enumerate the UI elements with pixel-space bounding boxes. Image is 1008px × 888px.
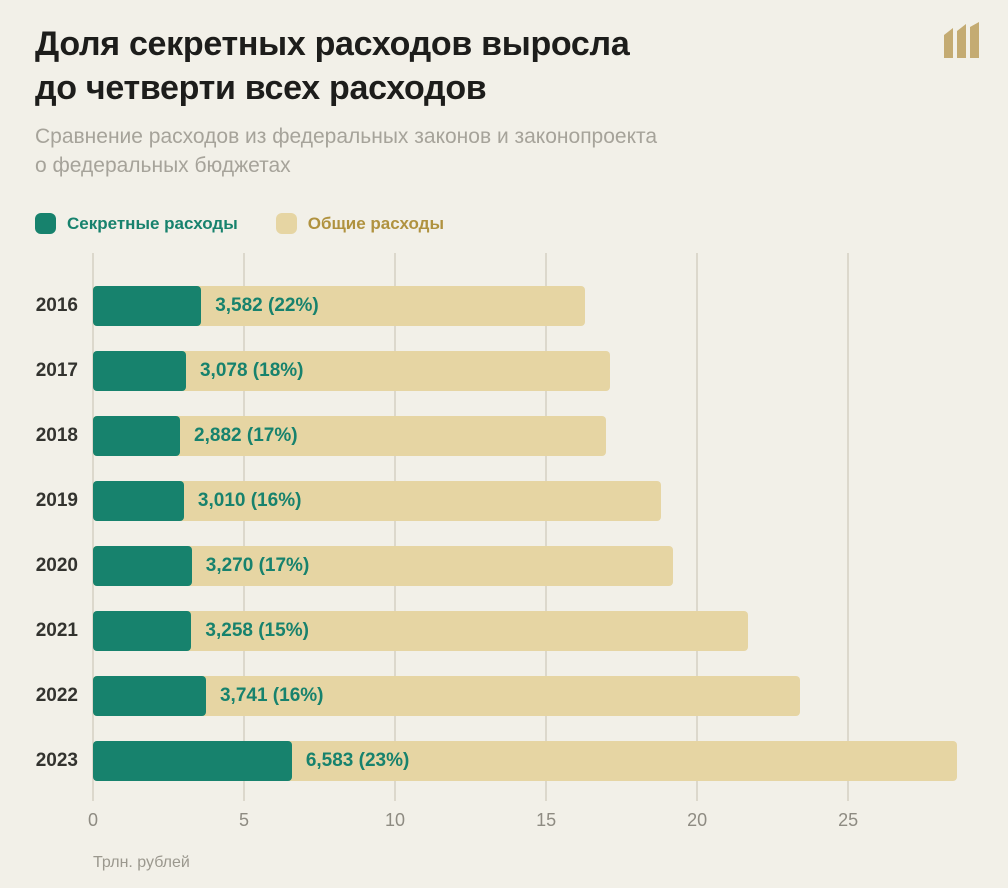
secret-expenses-bar	[93, 611, 192, 651]
bar-value-label: 3,010 (16%)	[197, 490, 302, 511]
x-tick-label: 20	[687, 810, 708, 830]
chart-row: 2023 6,583 (23%)	[36, 741, 975, 781]
bar-value-label: 3,270 (17%)	[205, 555, 310, 576]
page-subtitle: Сравнение расходов из федеральных законо…	[35, 123, 855, 180]
bar-value-label: 6,583 (23%)	[305, 750, 410, 771]
year-label: 2017	[35, 360, 78, 381]
secret-expenses-bar	[93, 481, 184, 521]
chart-rows: 2016 3,582 (22%) 2017 3,078 (18%) 2018 2,882 …	[36, 286, 975, 806]
bar-value-label: 2,882 (17%)	[194, 425, 298, 446]
chart-row: 2019 3,010 (16%)	[36, 481, 975, 521]
year-label: 2020	[35, 555, 78, 576]
legend-item-total: Общие расходы	[275, 213, 444, 234]
x-tick-label: 15	[536, 810, 557, 830]
x-tick-label: 0	[87, 810, 99, 830]
chart-row: 2017 3,078 (18%)	[36, 351, 975, 391]
year-label: 2016	[35, 295, 78, 316]
subtitle-line-2: о федеральных бюджетах	[35, 153, 291, 177]
bar-value-label: 3,582 (22%)	[215, 295, 319, 316]
secret-expenses-bar	[93, 546, 192, 586]
year-label: 2021	[35, 620, 78, 641]
meduza-logo-icon	[942, 22, 982, 58]
secret-expenses-bar	[93, 676, 206, 716]
bar-value-label: 3,258 (15%)	[205, 620, 309, 641]
x-axis: 0 5 10 15 20 25	[88, 810, 975, 834]
year-label: 2023	[35, 750, 78, 771]
bar-chart: 2016 3,582 (22%) 2017 3,078 (18%) 2018 2,882 …	[36, 253, 975, 801]
legend-item-secret: Секретные расходы	[35, 213, 238, 234]
title-line-1: Доля секретных расходов выросла	[35, 25, 630, 63]
total-expenses-bar	[93, 611, 749, 651]
gridline	[696, 253, 699, 801]
subtitle-line-1: Сравнение расходов из федеральных законо…	[35, 125, 658, 149]
chart-row: 2016 3,582 (22%)	[36, 286, 975, 326]
gridline	[243, 253, 246, 801]
x-tick-label: 25	[838, 810, 859, 830]
title-line-2: до четверти всех расходов	[35, 69, 487, 108]
gridline	[847, 253, 850, 801]
gridline	[394, 253, 397, 801]
secret-expenses-bar	[93, 286, 202, 326]
x-axis-caption: Трлн. рублей	[93, 854, 190, 871]
legend: Секретные расходы Общие расходы	[35, 213, 444, 234]
year-label: 2019	[35, 490, 78, 511]
secret-expenses-bar	[93, 416, 181, 456]
header: Доля секретных расходов выросла до четве…	[35, 22, 855, 180]
total-expenses-bar	[93, 481, 661, 521]
legend-swatch-total-icon	[275, 213, 297, 234]
bar-value-label: 3,741 (16%)	[219, 685, 324, 706]
year-label: 2022	[35, 685, 78, 706]
legend-swatch-secret-icon	[35, 213, 56, 234]
chart-row: 2018 2,882 (17%)	[36, 416, 975, 456]
x-tick-label: 5	[239, 810, 250, 830]
bar-value-label: 3,078 (18%)	[199, 360, 304, 381]
legend-label-secret: Секретные расходы	[67, 213, 238, 233]
gridline	[545, 253, 548, 801]
total-expenses-bar	[93, 676, 800, 716]
chart-row: 2022 3,741 (16%)	[36, 676, 975, 716]
gridline	[92, 253, 94, 801]
chart-row: 2021 3,258 (15%)	[36, 611, 975, 651]
chart-row: 2020 3,270 (17%)	[36, 546, 975, 586]
page-title: Доля секретных расходов выросла до четве…	[35, 22, 855, 110]
legend-label-total: Общие расходы	[307, 213, 444, 233]
x-tick-label: 10	[385, 810, 406, 830]
secret-expenses-bar	[93, 741, 292, 781]
secret-expenses-bar	[93, 351, 186, 391]
year-label: 2018	[35, 425, 78, 446]
